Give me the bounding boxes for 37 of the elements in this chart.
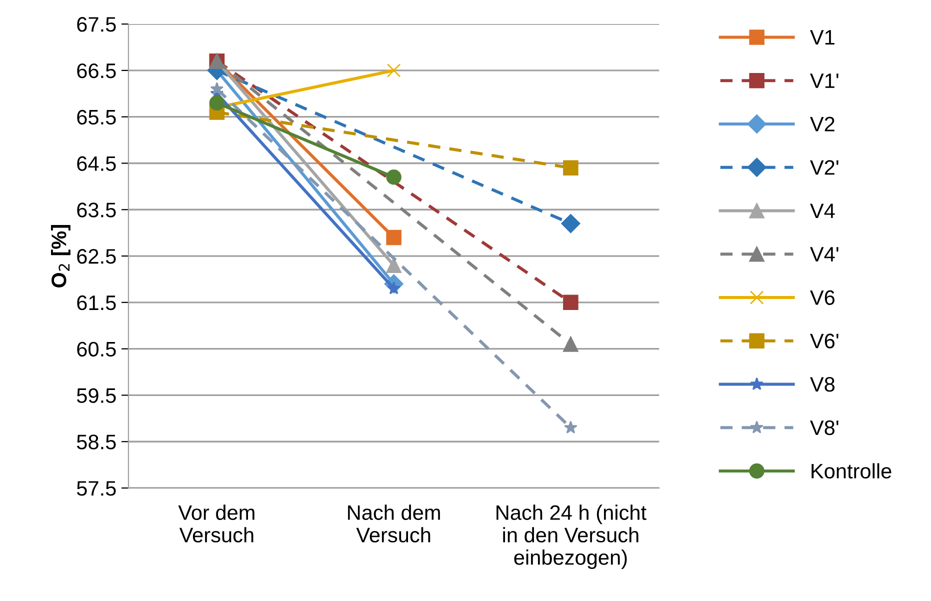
legend-label: V6 bbox=[810, 290, 834, 305]
legend-label: V2' bbox=[810, 160, 838, 175]
point bbox=[210, 82, 224, 95]
point bbox=[563, 294, 578, 310]
x-tick-label: Nach dem Versuch bbox=[348, 504, 440, 542]
point bbox=[209, 95, 225, 111]
y-tick-label: 61.5 bbox=[77, 295, 116, 310]
legend-label: V2 bbox=[810, 116, 834, 132]
x-tick-label: Nach 24 h (nicht in den Versuch einbezogen) bbox=[496, 504, 646, 569]
y-tick-label: 62.5 bbox=[77, 249, 116, 264]
point bbox=[563, 336, 578, 352]
legend-label: V8' bbox=[810, 420, 838, 436]
y-tick-label: 67.5 bbox=[77, 17, 116, 32]
point bbox=[386, 258, 402, 273]
y-tick-label: 65.5 bbox=[77, 110, 116, 125]
legend-label: V4' bbox=[810, 247, 838, 262]
y-tick-label: 63.5 bbox=[77, 202, 116, 218]
y-tick-label: 64.5 bbox=[77, 156, 116, 171]
y-tick-label: 57.5 bbox=[76, 481, 116, 496]
legend-label: V6' bbox=[810, 334, 838, 348]
y-tick-label: 59.5 bbox=[76, 388, 116, 403]
x-tick-label: Vor dem Versuch bbox=[178, 504, 254, 542]
legend-label: V4 bbox=[810, 204, 835, 218]
point bbox=[561, 214, 580, 234]
point bbox=[563, 160, 578, 176]
point bbox=[564, 420, 578, 434]
point bbox=[386, 170, 402, 185]
legend-label: V1 bbox=[810, 30, 834, 45]
y-tick-label: 66.5 bbox=[77, 63, 116, 78]
point bbox=[386, 230, 402, 246]
y-tick-label: 60.5 bbox=[77, 342, 116, 357]
legend-label: Kontrolle bbox=[812, 463, 892, 479]
point bbox=[386, 63, 401, 78]
legend-label: V8 bbox=[810, 377, 835, 392]
y-tick-label: 58.5 bbox=[76, 434, 116, 450]
y-axis-title: O$_{2}$ [%] bbox=[50, 225, 70, 288]
legend-label: V1' bbox=[810, 74, 838, 88]
